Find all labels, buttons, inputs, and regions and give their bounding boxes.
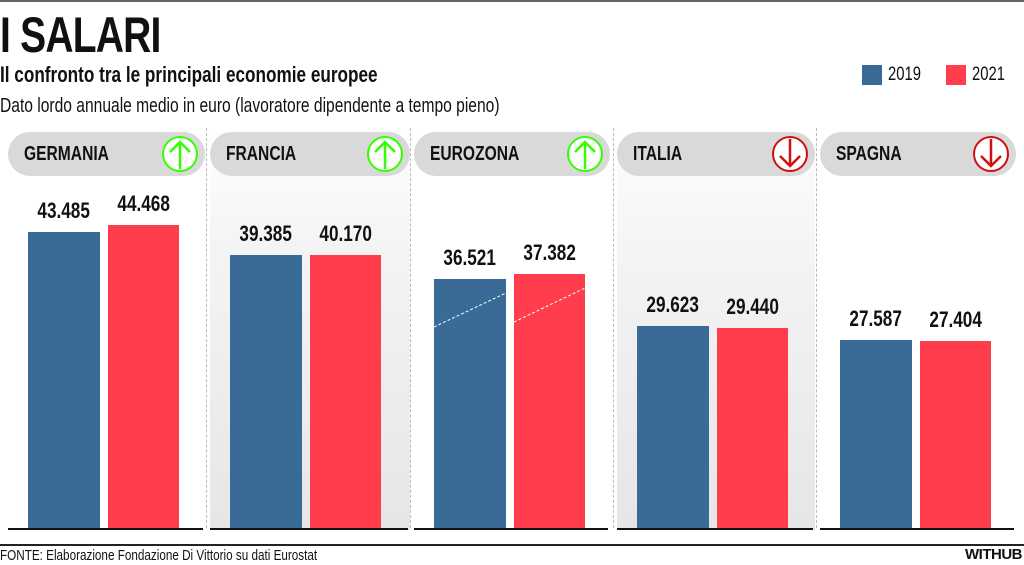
legend-label-2019: 2019: [888, 64, 921, 85]
top-rule: [0, 0, 1024, 2]
country-header: EUROZONA: [414, 132, 610, 176]
bar-2019-francia: [230, 254, 302, 528]
brand-logo: WITHUB: [965, 546, 1023, 563]
arrow-down-icon: [972, 135, 1010, 173]
legend-swatch-2019: [862, 65, 882, 85]
arrow-up-icon: [366, 135, 404, 173]
country-label: EUROZONA: [430, 143, 520, 165]
panel-spagna: SPAGNA: [820, 128, 1016, 530]
value-label-2019: 39.385: [216, 221, 316, 247]
country-header: FRANCIA: [210, 132, 410, 176]
value-label-2021: 27.404: [906, 307, 1006, 333]
country-label: GERMANIA: [24, 143, 109, 165]
baseline: [617, 528, 813, 530]
value-label-2021: 29.440: [703, 294, 803, 320]
legend-item-2021: 2021: [946, 64, 1014, 86]
country-label: FRANCIA: [226, 143, 297, 165]
bar-2019-spagna: [840, 340, 912, 528]
arrow-up-icon: [566, 135, 604, 173]
country-label: ITALIA: [633, 143, 683, 165]
panel-germania: GERMANIA: [8, 128, 205, 530]
footer-rule: [0, 544, 1024, 546]
value-text: 36.521: [443, 245, 497, 271]
baseline: [210, 528, 408, 530]
value-text: 27.587: [849, 306, 903, 332]
value-label-2021: 40.170: [296, 221, 396, 247]
panel-separator: [816, 128, 817, 528]
value-text: 27.404: [929, 307, 982, 333]
bar-2019-eurozona: [434, 279, 506, 528]
source-note: FONTE: Elaborazione Fondazione Di Vittor…: [0, 547, 407, 564]
value-label-2019: 27.587: [826, 306, 926, 332]
bar-2021-eurozona: [514, 273, 585, 528]
value-text: 29.440: [726, 293, 779, 319]
bar-2019-italia: [637, 326, 709, 528]
value-text: 43.485: [37, 198, 91, 223]
arrow-down-icon: [771, 135, 809, 173]
bar-2021-francia: [310, 254, 381, 528]
bar-2019-germania: [28, 232, 100, 528]
arrow-up-icon: [161, 135, 199, 173]
legend-swatch-2021: [946, 65, 966, 85]
subtitle: Il confronto tra le principali economie …: [0, 62, 484, 88]
legend-label-2021: 2021: [972, 64, 1005, 85]
value-text: 37.382: [523, 239, 576, 265]
bar-2021-germania: [108, 225, 179, 528]
value-label-2021: 37.382: [500, 240, 600, 266]
country-label: SPAGNA: [836, 143, 902, 165]
trend-dashed-line: [514, 287, 585, 322]
panel-separator: [206, 128, 207, 528]
value-label-2019: 36.521: [420, 245, 520, 271]
value-label-2019: 43.485: [14, 198, 114, 224]
baseline: [414, 528, 608, 530]
note-text: Dato lordo annuale medio in euro (lavora…: [0, 95, 500, 117]
page-title: I SALARI: [0, 6, 206, 64]
country-header: GERMANIA: [8, 132, 205, 176]
baseline: [820, 528, 1014, 530]
source-text: FONTE: Elaborazione Fondazione Di Vittor…: [0, 547, 318, 564]
bar-2021-spagna: [920, 341, 991, 528]
value-text: 39.385: [239, 220, 293, 246]
panel-separator: [613, 128, 614, 528]
value-label-2019: 29.623: [623, 292, 723, 318]
bar-2021-italia: [717, 327, 788, 528]
panel-eurozona: EUROZONA: [414, 128, 610, 530]
panel-separator: [410, 128, 411, 528]
note: Dato lordo annuale medio in euro (lavora…: [0, 95, 640, 118]
value-text: 44.468: [117, 191, 170, 217]
trend-dashed-line: [434, 292, 506, 328]
value-label-2021: 44.468: [94, 191, 194, 217]
country-header: SPAGNA: [820, 132, 1016, 176]
value-text: 29.623: [646, 292, 700, 318]
title-text: I SALARI: [0, 7, 161, 63]
baseline: [8, 528, 203, 530]
legend-item-2019: 2019: [862, 64, 930, 86]
subtitle-text: Il confronto tra le principali economie …: [0, 62, 378, 87]
value-text: 40.170: [319, 220, 372, 246]
country-header: ITALIA: [617, 132, 815, 176]
